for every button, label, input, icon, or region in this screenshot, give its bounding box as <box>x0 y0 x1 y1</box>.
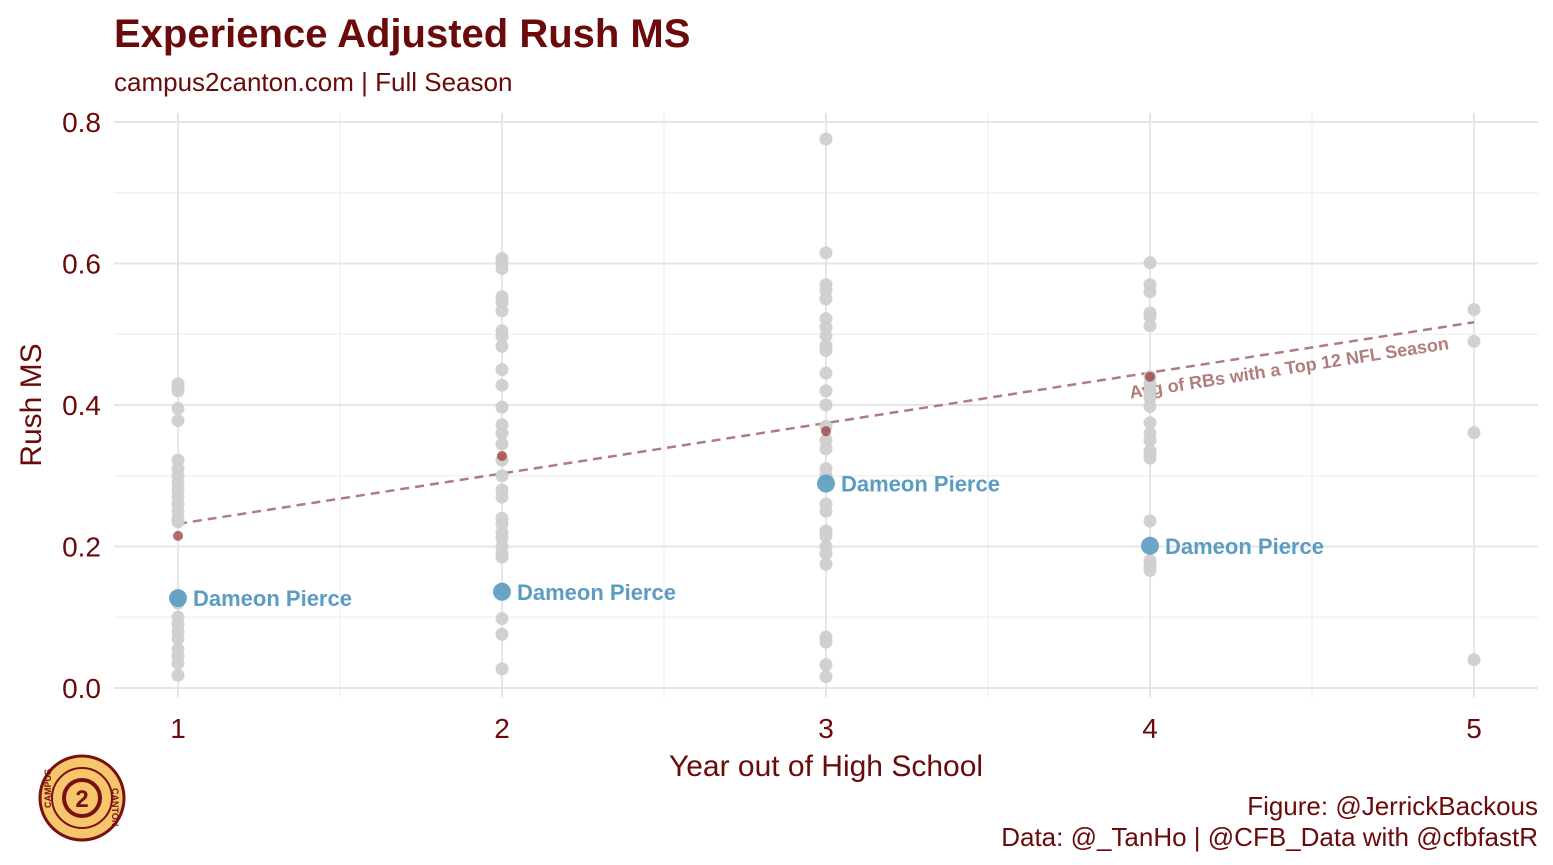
avg-data-point <box>173 530 183 541</box>
data-credit: Data: @_TanHo | @CFB_Data with @cfbfastR <box>1001 822 1538 852</box>
avg-dashed-line <box>177 320 1475 526</box>
data-point <box>819 442 833 456</box>
campus2canton-logo: 2 CAMPUS CANTON <box>38 754 126 842</box>
figure-credit: Figure: @JerrickBackous <box>1247 791 1538 821</box>
data-point <box>1143 310 1157 324</box>
data-point <box>819 529 833 543</box>
highlight-point-label: Dameon Pierce <box>193 586 352 611</box>
data-point <box>495 490 509 504</box>
data-point <box>1143 564 1157 578</box>
data-point <box>495 339 509 353</box>
x-tick-label: 3 <box>818 713 834 744</box>
highlight-data-point <box>169 589 187 608</box>
y-tick-label: 0.2 <box>62 532 101 563</box>
chart-subtitle: campus2canton.com | Full Season <box>114 67 513 97</box>
data-point <box>1143 416 1157 430</box>
data-point <box>495 400 509 414</box>
data-point <box>819 398 833 412</box>
data-point <box>495 612 509 626</box>
data-point <box>1467 334 1481 348</box>
data-point <box>1467 426 1481 440</box>
data-point <box>1143 256 1157 270</box>
data-point <box>495 426 509 440</box>
avg-data-point <box>497 450 507 461</box>
data-point <box>495 550 509 564</box>
data-point <box>171 515 185 529</box>
svg-text:CANTON: CANTON <box>110 788 120 826</box>
data-point <box>495 378 509 392</box>
data-point <box>1143 285 1157 299</box>
data-point <box>1143 399 1157 413</box>
y-tick-label: 0.0 <box>62 673 101 704</box>
data-point <box>495 261 509 275</box>
highlight-point-label: Dameon Pierce <box>841 472 1000 497</box>
highlight-data-point <box>493 582 511 601</box>
data-point <box>495 363 509 377</box>
avg-points <box>173 371 1155 541</box>
x-axis-label: Year out of High School <box>669 750 983 783</box>
highlight-data-point <box>1141 536 1159 555</box>
data-point <box>1143 433 1157 447</box>
data-point <box>819 670 833 684</box>
data-point <box>1143 451 1157 465</box>
y-tick-label: 0.8 <box>62 107 101 138</box>
data-point <box>171 656 185 670</box>
data-point <box>819 344 833 358</box>
data-point <box>819 557 833 571</box>
data-point <box>171 631 185 645</box>
data-point <box>495 437 509 451</box>
data-point <box>1143 514 1157 528</box>
data-point <box>819 658 833 672</box>
avg-data-point <box>821 426 831 437</box>
chart-title: Experience Adjusted Rush MS <box>114 12 691 56</box>
highlight-points: Dameon Pierce Dameon Pierce Dameon Pierce D… <box>169 472 1324 611</box>
highlight-data-point <box>817 474 835 493</box>
x-axis-ticks: 1 2 3 4 5 <box>170 713 1482 744</box>
svg-text:2: 2 <box>75 786 88 813</box>
data-point <box>819 292 833 306</box>
data-point <box>819 547 833 561</box>
data-point <box>1143 319 1157 333</box>
data-point <box>819 246 833 260</box>
data-point <box>171 402 185 416</box>
y-tick-label: 0.6 <box>62 249 101 280</box>
data-point <box>819 384 833 398</box>
data-point <box>171 384 185 398</box>
highlight-point-label: Dameon Pierce <box>517 580 676 605</box>
data-point <box>495 662 509 676</box>
data-point <box>1467 653 1481 667</box>
data-point <box>495 627 509 641</box>
x-tick-label: 2 <box>494 713 510 744</box>
avg-data-point <box>1145 371 1155 382</box>
highlight-point-label: Dameon Pierce <box>1165 534 1324 559</box>
data-point <box>1467 302 1481 316</box>
x-tick-label: 1 <box>170 713 186 744</box>
svg-text:CAMPUS: CAMPUS <box>43 769 53 808</box>
y-tick-label: 0.4 <box>62 390 101 421</box>
data-point <box>495 304 509 318</box>
data-point <box>495 469 509 483</box>
data-point <box>819 504 833 518</box>
data-point <box>495 329 509 343</box>
data-point <box>819 635 833 649</box>
y-axis-label: Rush MS <box>15 343 48 466</box>
data-point <box>819 132 833 146</box>
x-tick-label: 5 <box>1466 713 1482 744</box>
data-point <box>819 329 833 343</box>
data-point <box>171 414 185 428</box>
y-axis-ticks: 0.0 0.2 0.4 0.6 0.8 <box>62 107 101 704</box>
data-point <box>171 668 185 682</box>
data-point <box>819 366 833 380</box>
x-tick-label: 4 <box>1142 713 1158 744</box>
